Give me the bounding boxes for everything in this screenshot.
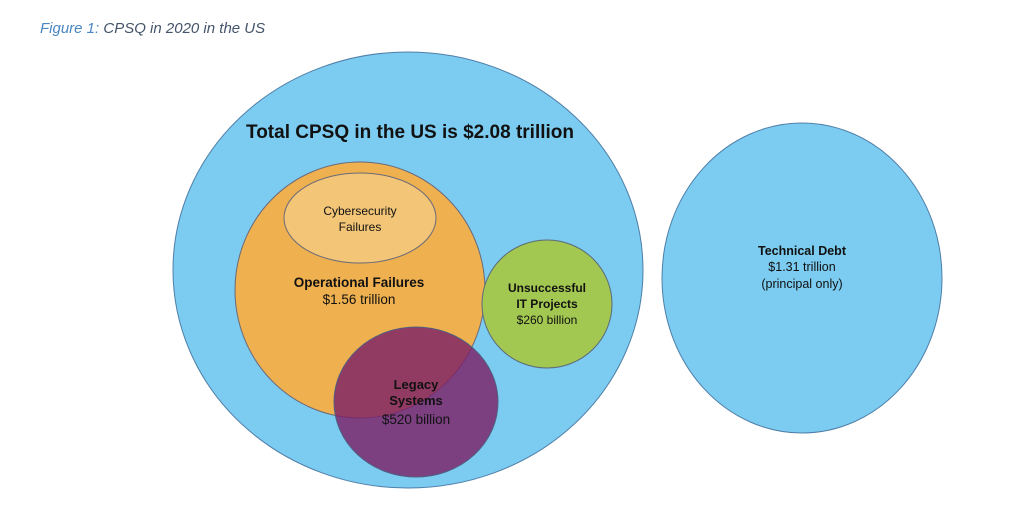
legacy-value: $520 billion: [382, 412, 450, 427]
legacy-label-line1: Legacy: [394, 377, 440, 392]
total-cpsq-label: Total CPSQ in the US is $2.08 trillion: [246, 122, 574, 143]
legacy-systems-circle: [333, 326, 499, 478]
figure-caption: Figure 1: CPSQ in 2020 in the US: [40, 20, 265, 37]
cybersecurity-label-line1: Cybersecurity: [323, 204, 396, 218]
operational-failures-value: $1.56 trillion: [323, 292, 396, 307]
unsuccessful-value: $260 billion: [517, 313, 578, 327]
technical-debt-circle: [661, 122, 943, 434]
technical-debt-name: Technical Debt: [758, 244, 847, 258]
unsuccessful-it-projects-circle: [481, 239, 613, 369]
technical-debt-value: $1.31 trillion: [768, 260, 835, 274]
figure-number: Figure 1:: [40, 20, 100, 37]
cybersecurity-label-line2: Failures: [339, 220, 382, 234]
unsuccessful-label-line2: IT Projects: [516, 297, 578, 311]
cybersecurity-failures-ellipse: [283, 172, 437, 264]
legacy-label-line2: Systems: [389, 393, 442, 408]
figure-title: CPSQ in 2020 in the US: [103, 20, 266, 37]
unsuccessful-label-line1: Unsuccessful: [508, 281, 586, 295]
technical-debt-note: (principal only): [761, 277, 842, 291]
operational-failures-name: Operational Failures: [294, 275, 425, 290]
